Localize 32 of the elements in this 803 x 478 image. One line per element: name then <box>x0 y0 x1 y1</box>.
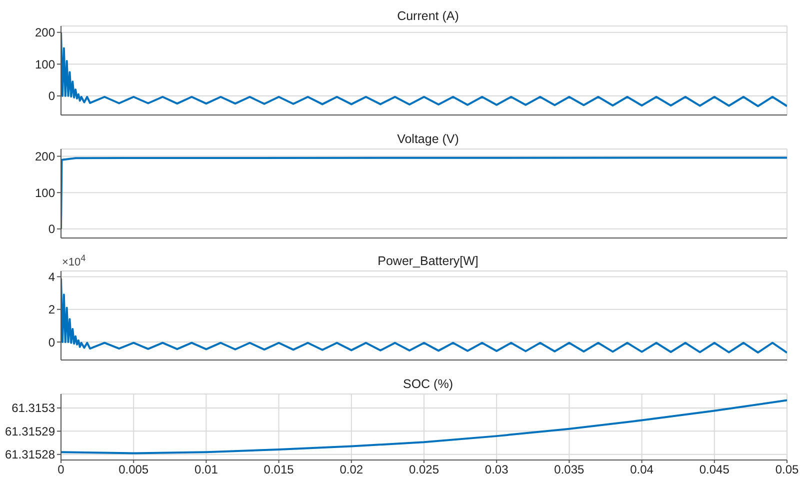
chart-title: Current (A) <box>396 8 460 24</box>
x-tick-label: 0.005 <box>118 462 149 477</box>
x-tick-label: 0.05 <box>775 462 799 477</box>
y-tick-label: 200 <box>34 26 56 40</box>
chart-title: SOC (%) <box>402 376 454 392</box>
x-tick-label: 0 <box>58 462 65 477</box>
line-series <box>61 399 787 454</box>
x-tick-label: 0.035 <box>554 462 585 477</box>
x-tick-label: 0.025 <box>408 462 440 477</box>
chart-title: Power_Battery[W] <box>378 254 478 268</box>
y-tick-label: 0 <box>48 89 56 104</box>
y-tick-label: 4 <box>48 270 56 284</box>
x-tick-label: 0.04 <box>630 462 654 477</box>
line-series <box>61 277 787 354</box>
text: ×10$^{4}$ <box>62 253 86 269</box>
chart-title: Voltage (V) <box>396 131 460 147</box>
y-tick-label: 0 <box>48 335 56 350</box>
y-tick-label: 0 <box>48 222 56 236</box>
y-tick-label: 200 <box>34 150 56 164</box>
y-tick-label: 61.31529 <box>4 424 56 438</box>
y-tick-label: 100 <box>34 186 56 200</box>
y-tick-label: 2 <box>48 302 56 317</box>
x-tick-label: 0.01 <box>194 462 218 477</box>
x-tick-label: 0.02 <box>340 462 364 477</box>
y-tick-label: 61.3153 <box>12 401 56 416</box>
line-series <box>61 156 787 230</box>
x-tick-label: 0.03 <box>484 462 509 477</box>
line-series <box>61 31 787 108</box>
x-tick-label: 0.015 <box>264 462 294 477</box>
x-tick-label: 0.045 <box>699 462 730 477</box>
y-tick-label: 61.31528 <box>4 448 56 462</box>
y-tick-label: 100 <box>34 57 56 72</box>
